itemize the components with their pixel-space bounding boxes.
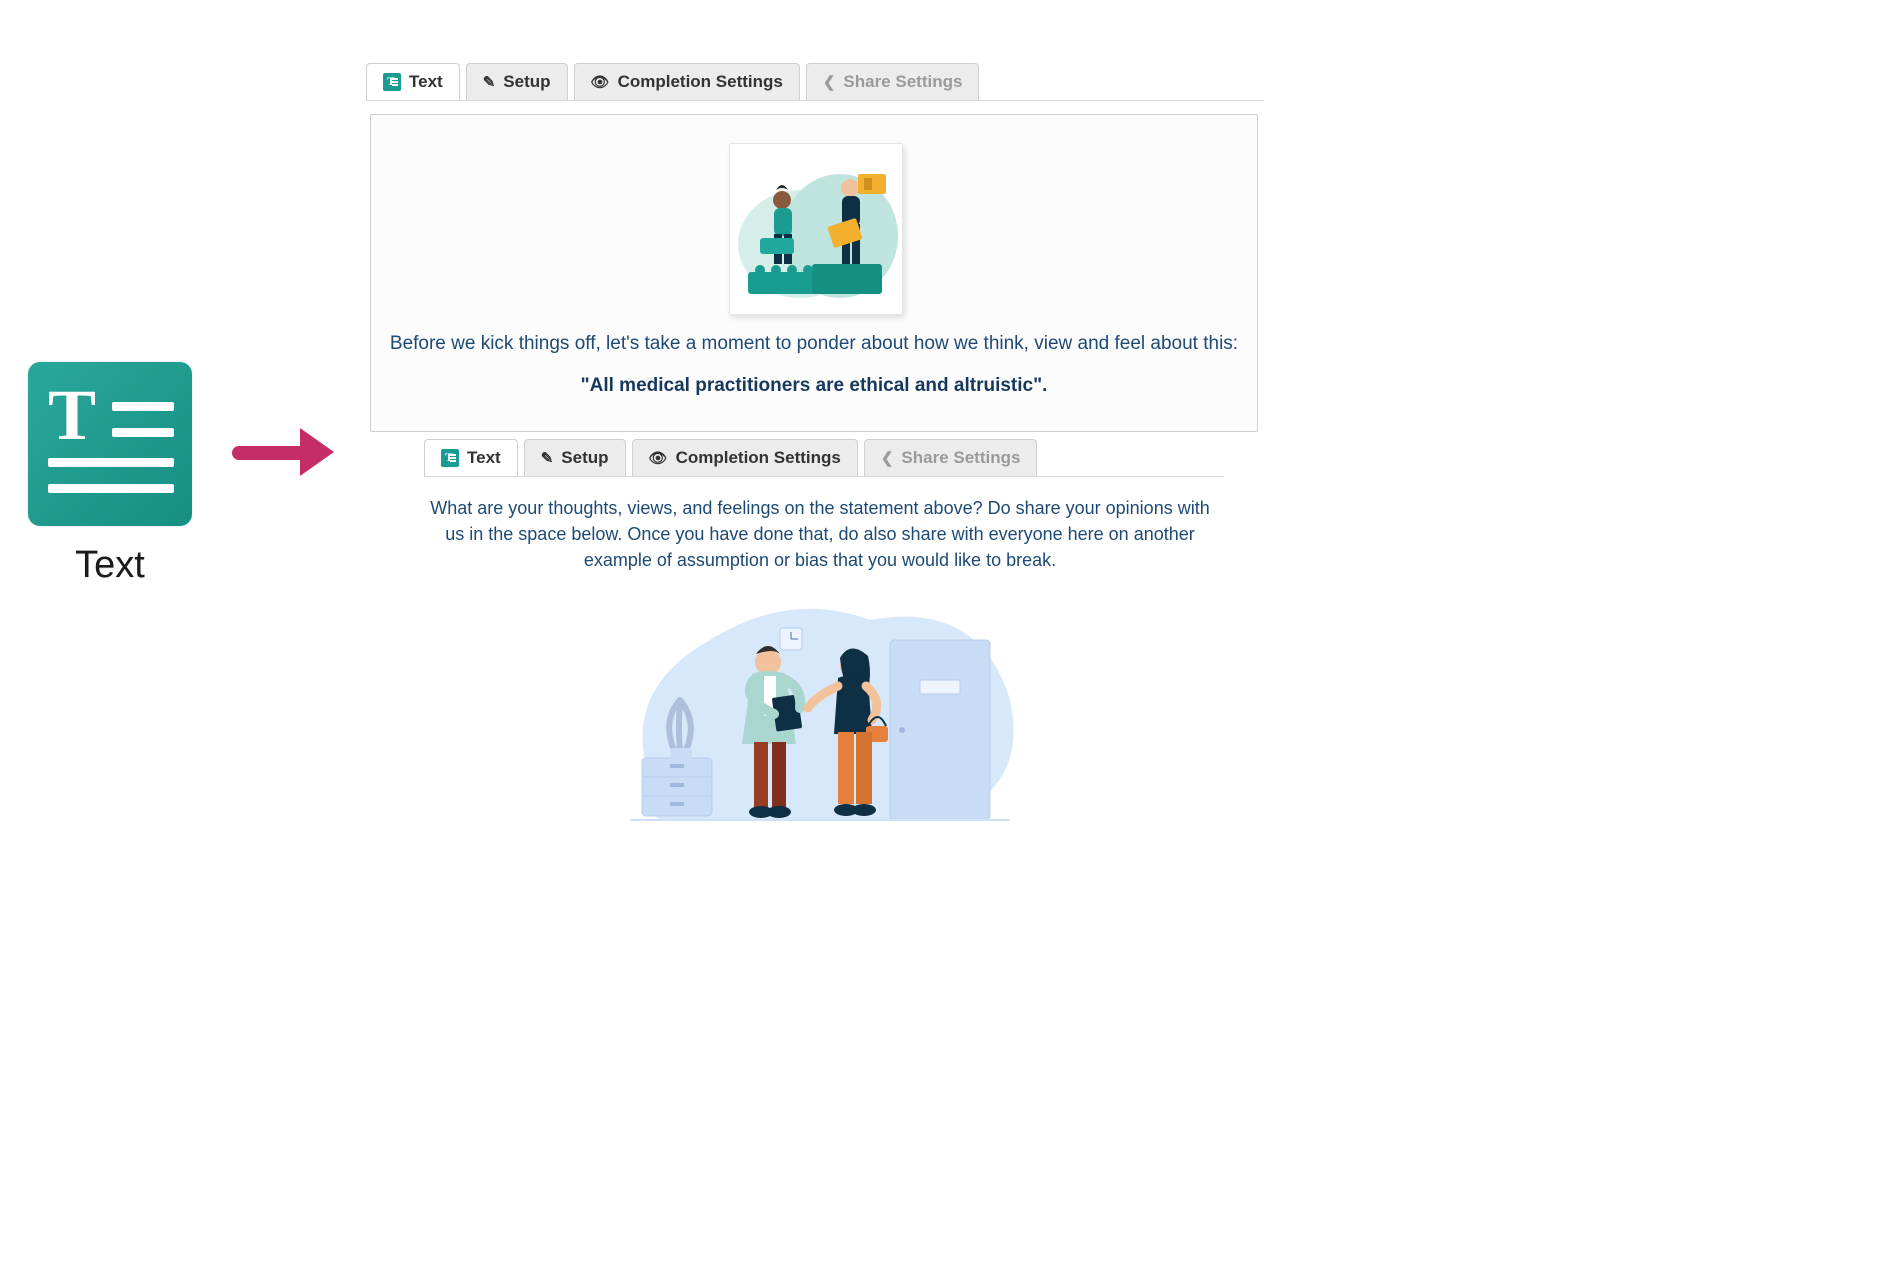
- tab-text[interactable]: Text: [424, 439, 518, 476]
- text-tool-line: [48, 458, 174, 467]
- editor1-content: Before we kick things off, let's take a …: [370, 114, 1258, 432]
- eye-icon: 👁: [649, 451, 668, 466]
- editor2-illustration: [620, 580, 1020, 840]
- text-tool-line: [48, 484, 174, 493]
- tab-share-settings: ❮ Share Settings: [806, 63, 980, 100]
- editor2-prompt-text: What are your thoughts, views, and feeli…: [420, 495, 1220, 573]
- tab-label: Completion Settings: [618, 72, 783, 92]
- text-tool-label: Text: [28, 544, 192, 587]
- text-icon: [441, 449, 459, 467]
- pencil-icon: ✎: [541, 451, 554, 466]
- tab-completion-settings[interactable]: 👁 Completion Settings: [632, 439, 858, 476]
- eye-icon: 👁: [591, 75, 610, 90]
- tab-label: Share Settings: [843, 72, 962, 92]
- tab-setup[interactable]: ✎ Setup: [466, 63, 568, 100]
- editor1-quote-text: "All medical practitioners are ethical a…: [371, 375, 1257, 397]
- text-icon: [383, 73, 401, 91]
- tab-label: Completion Settings: [676, 448, 841, 468]
- editor2-tabs: Text ✎ Setup 👁 Completion Settings ❮ Sha…: [424, 438, 1224, 477]
- editor1-illustration: [729, 143, 903, 315]
- tab-label: Setup: [503, 72, 550, 92]
- share-icon: ❮: [881, 451, 894, 466]
- arrow-icon: [232, 428, 342, 476]
- tab-label: Text: [467, 448, 501, 468]
- tab-text[interactable]: Text: [366, 63, 460, 100]
- text-tool-line: [112, 428, 174, 437]
- text-tool-tile: T: [28, 362, 192, 526]
- editor1-lead-text: Before we kick things off, let's take a …: [371, 333, 1257, 355]
- tab-label: Setup: [561, 448, 608, 468]
- text-tool-glyph: T: [48, 374, 96, 457]
- tab-label: Share Settings: [901, 448, 1020, 468]
- text-tool-line: [112, 402, 174, 411]
- pencil-icon: ✎: [483, 75, 496, 90]
- share-icon: ❮: [823, 75, 836, 90]
- editor1-tabs: Text ✎ Setup 👁 Completion Settings ❮ Sha…: [366, 62, 1264, 101]
- tab-share-settings: ❮ Share Settings: [864, 439, 1038, 476]
- tab-completion-settings[interactable]: 👁 Completion Settings: [574, 63, 800, 100]
- tab-setup[interactable]: ✎ Setup: [524, 439, 626, 476]
- tab-label: Text: [409, 72, 443, 92]
